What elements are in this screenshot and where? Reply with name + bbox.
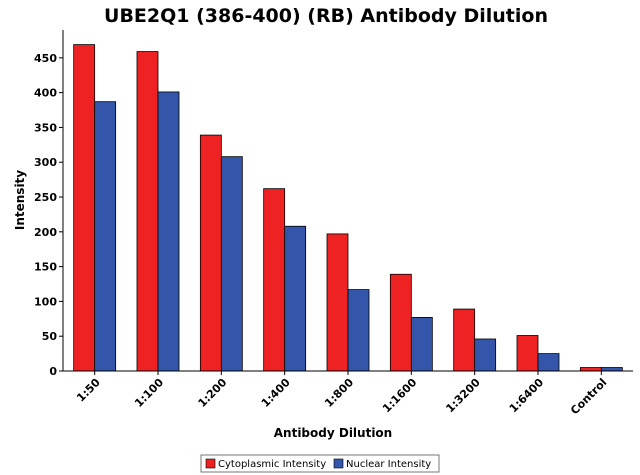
y-tick-label: 250 [34, 191, 57, 204]
x-axis-label: Antibody Dilution [274, 426, 392, 440]
y-tick-label: 450 [34, 52, 57, 65]
y-tick-label: 0 [49, 365, 57, 378]
x-tick-label: 1:100 [132, 376, 166, 410]
bar-nuclear [347, 289, 370, 372]
x-axis: 1:50 1:100 1:200 1:400 1:800 1:1600 1:3200 1:64… [63, 370, 633, 417]
x-tick-label: 1:3200 [443, 376, 483, 416]
plot-area [73, 44, 623, 372]
legend-swatch [205, 458, 216, 469]
y-tick-label: 350 [34, 121, 57, 134]
bar-nuclear [537, 353, 560, 372]
bar-cytoplasmic [199, 134, 222, 372]
bar-cytoplasmic [263, 188, 286, 372]
legend-label: Nuclear Intensity [346, 459, 431, 470]
x-tick-label: Control [568, 376, 609, 417]
bar-cytoplasmic [73, 44, 96, 372]
legend-swatch [333, 458, 344, 469]
y-axis-label: Intensity [13, 170, 27, 230]
bar-cytoplasmic [516, 335, 539, 372]
x-tick-label: 1:1600 [380, 376, 420, 416]
bar-cytoplasmic [136, 51, 159, 372]
y-tick-label: 50 [42, 330, 58, 343]
y-axis: 0 50 100 150 200 250 300 350 400 450 [34, 30, 64, 378]
bar-nuclear [284, 225, 307, 372]
legend-label: Cytoplasmic Intensity [218, 459, 326, 470]
bar-nuclear [94, 101, 117, 372]
y-tick-label: 200 [34, 226, 57, 239]
legend: Cytoplasmic Intensity Nuclear Intensity [200, 454, 440, 473]
bar-cytoplasmic [579, 367, 602, 372]
x-tick-label: 1:6400 [507, 376, 547, 416]
bar-cytoplasmic [453, 308, 476, 372]
legend-box [200, 454, 440, 473]
bar-nuclear [600, 367, 623, 372]
bar-nuclear [410, 317, 433, 372]
y-tick-label: 150 [34, 261, 57, 274]
y-tick-label: 300 [34, 156, 57, 169]
x-tick-label: 1:50 [74, 376, 103, 405]
bar-nuclear [474, 338, 497, 372]
bar-nuclear [220, 156, 243, 372]
x-tick-label: 1:800 [322, 376, 356, 410]
x-tick-label: 1:200 [196, 376, 230, 410]
y-tick-label: 400 [34, 87, 57, 100]
bar-nuclear [157, 91, 180, 372]
bar-cytoplasmic [326, 233, 349, 372]
bar-cytoplasmic [389, 273, 412, 372]
chart-title: UBE2Q1 (386-400) (RB) Antibody Dilution [104, 5, 548, 27]
y-tick-label: 100 [34, 295, 57, 308]
x-tick-label: 1:400 [259, 376, 293, 410]
